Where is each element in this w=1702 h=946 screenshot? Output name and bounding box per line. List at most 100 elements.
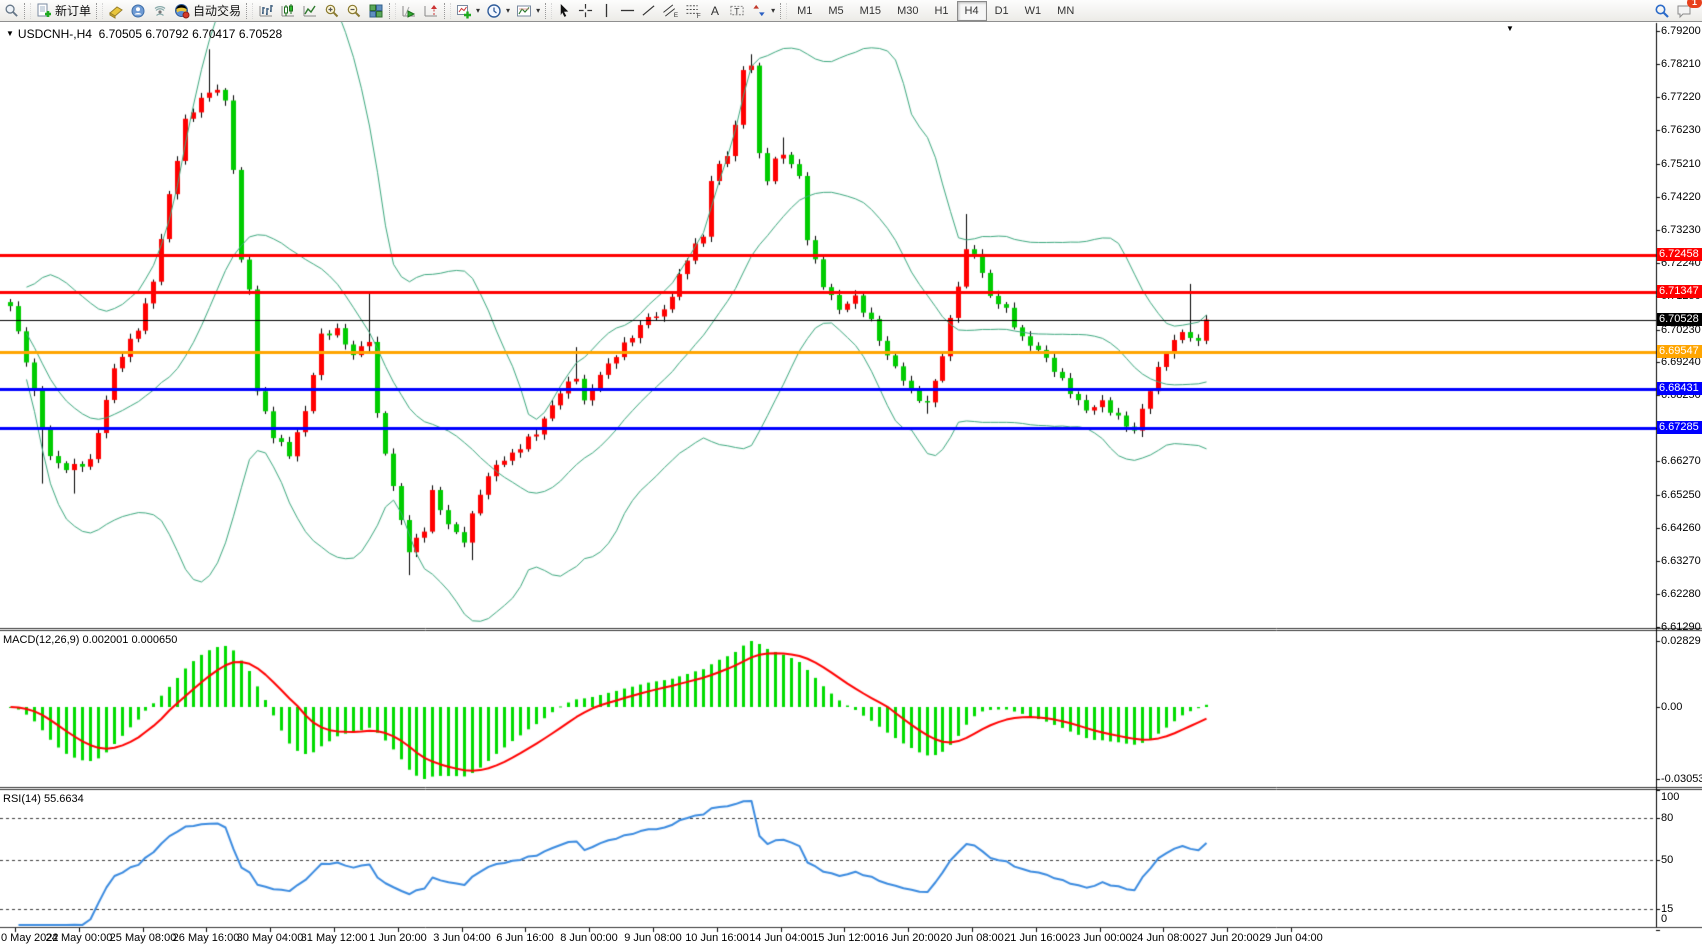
- text-label-button[interactable]: T: [726, 1, 748, 21]
- time-axis-label: 21 Jun 16:00: [1004, 932, 1068, 944]
- price-axis-tick: 6.78210: [1661, 58, 1701, 70]
- search-icon: [1655, 4, 1669, 18]
- macd-panel-label: MACD(12,26,9) 0.002001 0.000650: [3, 634, 177, 646]
- toolbar-grip: [780, 2, 788, 19]
- vertical-line-button[interactable]: [596, 1, 617, 21]
- search-button[interactable]: [1651, 1, 1673, 21]
- timeframe-button-w1[interactable]: W1: [1024, 4, 1042, 17]
- templates-icon: [517, 5, 532, 16]
- price-axis-tick: 6.69240: [1661, 356, 1701, 368]
- periods-button[interactable]: ▾: [483, 1, 513, 21]
- chevron-down-icon: ▾: [771, 6, 776, 15]
- templates-button[interactable]: ▾: [513, 1, 543, 21]
- auto-trading-button[interactable]: 自动交易: [171, 1, 244, 21]
- signals-button[interactable]: [149, 1, 171, 21]
- timeframe-button-m15[interactable]: M15: [859, 4, 882, 17]
- crosshair-button[interactable]: [575, 1, 596, 21]
- timeframe-button-m5[interactable]: M5: [828, 4, 844, 17]
- time-axis-label: 3 Jun 04:00: [433, 932, 491, 944]
- toolbar-grip: [246, 2, 254, 19]
- fibonacci-button[interactable]: F: [682, 1, 705, 21]
- horizontal-line-button[interactable]: [617, 1, 638, 21]
- community-button[interactable]: [127, 1, 149, 21]
- macd-signal-value: 0.000650: [131, 634, 178, 646]
- zoom-out-icon: [347, 4, 361, 17]
- bar-chart-button[interactable]: [255, 1, 277, 21]
- price-level-tag: 6.69547: [1657, 345, 1702, 358]
- timeframe-button-h4[interactable]: H4: [956, 0, 987, 21]
- equidistant-channel-button[interactable]: E: [659, 1, 682, 21]
- arrows-button[interactable]: ▾: [748, 1, 778, 21]
- symbol-search-icon[interactable]: [1, 1, 22, 21]
- ohlc-high: 6.70792: [145, 27, 189, 41]
- time-axis-label: 30 May 04:00: [236, 932, 304, 944]
- rsi-axis-tick: 0: [1661, 913, 1668, 925]
- time-axis-label: 10 Jun 16:00: [685, 932, 749, 944]
- trendline-button[interactable]: [638, 1, 659, 21]
- notifications-button[interactable]: 1: [1673, 0, 1702, 21]
- zoom-in-icon: [325, 4, 339, 17]
- price-axis-tick: 6.77220: [1661, 91, 1701, 103]
- price-axis-tick: 6.70230: [1661, 324, 1701, 336]
- cursor-button[interactable]: [554, 1, 575, 21]
- new-order-label: 新订单: [55, 4, 92, 18]
- time-axis-label: 31 May 12:00: [300, 932, 368, 944]
- toolbar-grip: [545, 2, 553, 19]
- line-chart-icon: [303, 5, 317, 16]
- auto-scroll-button[interactable]: [398, 1, 420, 21]
- price-axis-tick: 6.73230: [1661, 224, 1701, 236]
- ohlc-low: 6.70417: [192, 27, 236, 41]
- indicators-icon: [457, 4, 472, 18]
- ohlc-close: 6.70528: [238, 27, 283, 41]
- symbol-name: USDCNH-,H4: [17, 27, 92, 41]
- timeframe-button-h1[interactable]: H1: [934, 4, 949, 17]
- tile-windows-icon: [369, 4, 383, 17]
- time-axis-label: 0 May 2022: [1, 932, 59, 944]
- price-level-tag: 6.72458: [1657, 248, 1702, 261]
- macd-axis-tick: 0.02829: [1661, 635, 1701, 647]
- zoom-out-button[interactable]: [343, 1, 365, 21]
- svg-text:E: E: [674, 12, 679, 18]
- rsi-axis-tick: 100: [1661, 791, 1680, 803]
- text-icon: A: [711, 4, 720, 18]
- current-price-tag: 6.70528: [1657, 313, 1702, 326]
- chart-shift-button[interactable]: [420, 1, 442, 21]
- price-axis-tick: 6.61290: [1661, 621, 1701, 633]
- indicators-button[interactable]: ▾: [453, 1, 483, 21]
- chart-shift-marker-icon[interactable]: ▼: [1506, 24, 1514, 33]
- bar-chart-icon: [259, 4, 273, 16]
- notification-badge: 1: [1687, 0, 1702, 8]
- rsi-panel-label: RSI(14) 55.6634: [3, 793, 84, 805]
- price-axis-tick: 6.76230: [1661, 124, 1701, 136]
- time-axis-label: 16 Jun 20:00: [876, 932, 940, 944]
- tile-windows-button[interactable]: [365, 1, 387, 21]
- candlestick-chart-button[interactable]: [277, 1, 299, 21]
- timeframe-button-mn[interactable]: MN: [1057, 4, 1075, 17]
- line-chart-button[interactable]: [299, 1, 321, 21]
- zoom-in-button[interactable]: [321, 1, 343, 21]
- price-axis-tick: 6.75210: [1661, 158, 1701, 170]
- price-level-tag: 6.68431: [1657, 382, 1702, 395]
- rsi-value: 55.6634: [43, 793, 84, 805]
- collapse-caret-icon[interactable]: ▼: [6, 29, 14, 38]
- macd-axis-tick: -0.030537: [1661, 773, 1702, 785]
- new-order-button[interactable]: 新订单: [33, 1, 94, 21]
- auto-trading-label: 自动交易: [193, 4, 242, 18]
- equidistant-channel-icon: E: [663, 4, 679, 18]
- timeframe-button-m30[interactable]: M30: [897, 4, 919, 17]
- chart-title[interactable]: ▼ USDCNH-,H4 6.70505 6.70792 6.70417 6.70…: [6, 27, 282, 41]
- time-axis-label: 26 May 16:00: [172, 932, 240, 944]
- price-axis-tick: 6.79200: [1661, 25, 1701, 37]
- svg-text:F: F: [697, 13, 701, 18]
- periods-icon: [487, 3, 501, 18]
- signals-icon: [154, 5, 166, 16]
- timeframe-button-d1[interactable]: D1: [994, 4, 1009, 17]
- timeframe-button-m1[interactable]: M1: [797, 4, 813, 17]
- price-axis-tick: 6.62280: [1661, 588, 1701, 600]
- text-button[interactable]: A: [705, 1, 726, 21]
- auto-trading-icon: [175, 3, 190, 18]
- rsi-axis-tick: 80: [1661, 812, 1674, 824]
- metaeditor-button[interactable]: [105, 1, 127, 21]
- toolbar-grip: [444, 2, 452, 19]
